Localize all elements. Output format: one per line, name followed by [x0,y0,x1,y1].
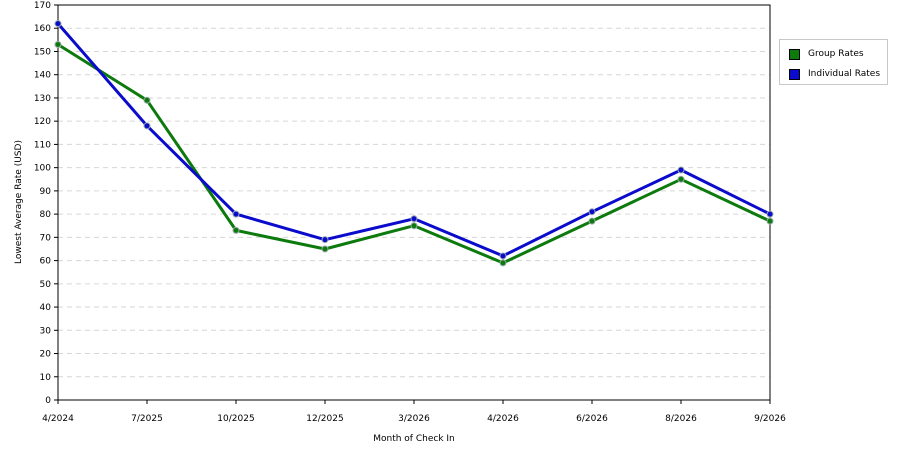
series-lines [54,20,774,267]
x-tick-label: 12/2025 [306,414,343,424]
y-tick-label: 110 [34,140,51,150]
data-point-individual-rates [232,210,240,218]
data-point-individual-rates [143,122,151,130]
y-tick-label: 130 [34,94,51,104]
y-axis-ticks: 0 10 20 30 40 50 60 70 80 90 100 110 120 130 140 150 160… [34,1,58,406]
data-point-group-rates [766,217,774,225]
data-point-group-rates [410,222,418,230]
y-tick-label: 20 [40,350,52,360]
plot-border [57,4,771,401]
legend-item-group-rates: Group Rates [789,47,864,61]
data-point-group-rates [321,245,329,253]
data-point-individual-rates [588,208,596,216]
x-tick-label: 9/2026 [754,414,786,424]
data-point-individual-rates [499,252,507,260]
y-tick-label: 50 [40,280,52,290]
y-tick-label: 140 [34,71,51,81]
data-point-individual-rates [321,236,329,244]
gridlines [58,27,770,378]
y-tick-label: 160 [34,24,51,34]
y-tick-label: 30 [40,326,52,336]
data-point-group-rates [143,96,151,104]
data-point-individual-rates [766,210,774,218]
x-tick-label: 3/2026 [398,414,430,424]
y-tick-label: 150 [34,47,51,57]
x-tick-label: 7/2025 [131,414,163,424]
x-axis-title: Month of Check In [373,434,455,444]
series-group-rates [54,41,774,267]
y-tick-label: 100 [34,164,51,174]
legend-label-group-rates: Group Rates [808,49,864,59]
y-tick-label: 80 [40,210,52,220]
y-axis-title: Lowest Average Rate (USD) [14,140,24,264]
x-tick-label: 10/2025 [217,414,254,424]
plot-frame [57,4,771,401]
series-individual-rates [54,20,774,260]
data-point-individual-rates [677,166,685,174]
x-tick-label: 4/2026 [487,414,519,424]
series-line-group-rates [57,43,771,265]
legend-swatch-group-rates [789,48,800,60]
data-point-group-rates [677,175,685,183]
y-tick-label: 0 [45,396,51,406]
data-point-group-rates [232,226,240,234]
legend-label-individual-rates: Individual Rates [808,69,881,79]
y-tick-label: 40 [40,303,52,313]
data-point-individual-rates [54,20,62,28]
y-tick-label: 10 [40,373,52,383]
y-tick-label: 60 [40,257,52,267]
x-tick-label: 4/2024 [42,414,74,424]
data-point-individual-rates [410,215,418,223]
x-tick-label: 8/2026 [665,414,697,424]
x-axis-ticks: 4/2024 7/2025 10/2025 12/2025 3/2026 4/2026 6/… [42,400,786,424]
data-point-group-rates [588,217,596,225]
data-point-group-rates [499,259,507,267]
y-tick-label: 70 [40,233,52,243]
legend: Group Rates Individual Rates [779,39,888,85]
y-tick-label: 120 [34,117,51,127]
legend-item-individual-rates: Individual Rates [789,67,880,81]
y-tick-label: 170 [34,1,51,11]
legend-swatch-individual-rates [789,68,800,80]
x-tick-label: 6/2026 [576,414,608,424]
y-tick-label: 90 [40,187,52,197]
data-point-group-rates [54,41,62,48]
